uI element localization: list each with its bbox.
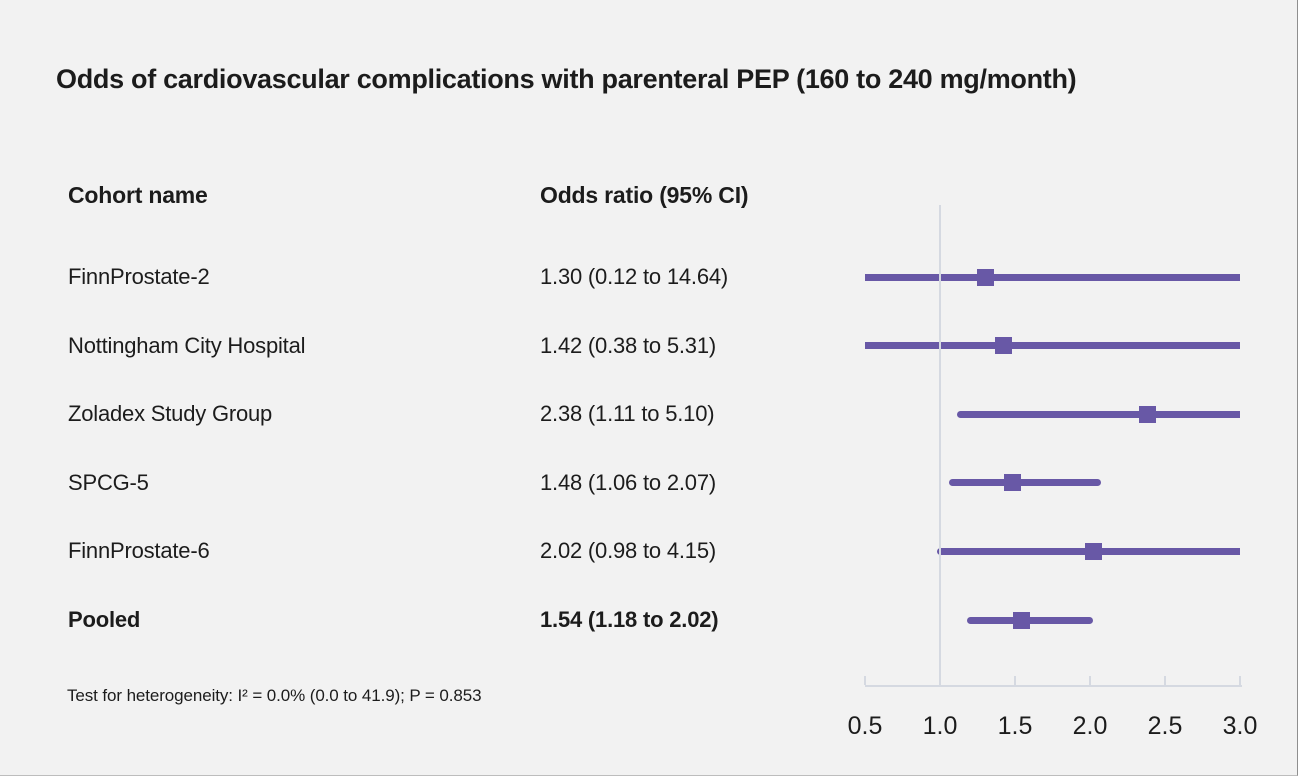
confidence-interval-line <box>967 616 1093 624</box>
confidence-interval-line <box>956 410 1240 418</box>
odds-ratio-value: 2.38 (1.11 to 5.10) <box>540 401 715 427</box>
x-axis-tick-label: 1.5 <box>997 712 1033 740</box>
odds-ratio-value: 1.54 (1.18 to 2.02) <box>540 607 719 632</box>
chart-title: Odds of cardiovascular complications wit… <box>56 64 1077 94</box>
x-axis-tick <box>1014 676 1016 685</box>
confidence-interval-line <box>865 342 1240 350</box>
cohort-label: FinnProstate-6 <box>68 538 210 564</box>
odds-ratio-value: 2.02 (0.98 to 4.15) <box>540 538 716 564</box>
cohort-column-header: Cohort name <box>68 182 208 208</box>
x-axis-tick <box>1239 676 1241 685</box>
x-axis-tick-label: 3.0 <box>1222 712 1258 740</box>
odds-ratio-column-header: Odds ratio (95% CI) <box>540 182 749 208</box>
odds-ratio-marker <box>1012 611 1030 629</box>
cohort-label: Pooled <box>68 607 141 632</box>
odds-ratio-value: 1.30 (0.12 to 14.64) <box>540 264 729 289</box>
odds-ratio-marker <box>1003 474 1021 492</box>
x-axis-tick-label: 0.5 <box>847 712 883 740</box>
x-axis-tick <box>939 676 941 685</box>
odds-ratio-marker <box>1084 542 1102 560</box>
x-axis-tick-label: 2.0 <box>1072 712 1108 740</box>
confidence-interval-line <box>949 479 1101 487</box>
x-axis-tick-label: 2.5 <box>1147 712 1183 740</box>
odds-ratio-value: 1.48 (1.06 to 2.07) <box>540 469 716 495</box>
confidence-interval-line <box>865 273 1240 281</box>
x-axis-tick <box>1164 676 1166 685</box>
odds-ratio-marker <box>1138 405 1156 423</box>
heterogeneity-note: Test for heterogeneity: I² = 0.0% (0.0 t… <box>67 686 482 705</box>
x-axis-tick <box>1089 676 1091 685</box>
odds-ratio-marker <box>994 337 1012 355</box>
x-axis-tick <box>864 676 866 685</box>
cohort-label: FinnProstate-2 <box>68 264 210 289</box>
odds-ratio-marker <box>976 268 994 286</box>
cohort-label: Zoladex Study Group <box>68 401 273 427</box>
cohort-label: Nottingham City Hospital <box>68 332 306 358</box>
x-axis-tick-label: 1.0 <box>922 712 958 740</box>
x-axis-line <box>865 685 1242 687</box>
cohort-label: SPCG-5 <box>68 469 149 495</box>
odds-ratio-value: 1.42 (0.38 to 5.31) <box>540 332 716 358</box>
reference-line <box>939 205 941 687</box>
